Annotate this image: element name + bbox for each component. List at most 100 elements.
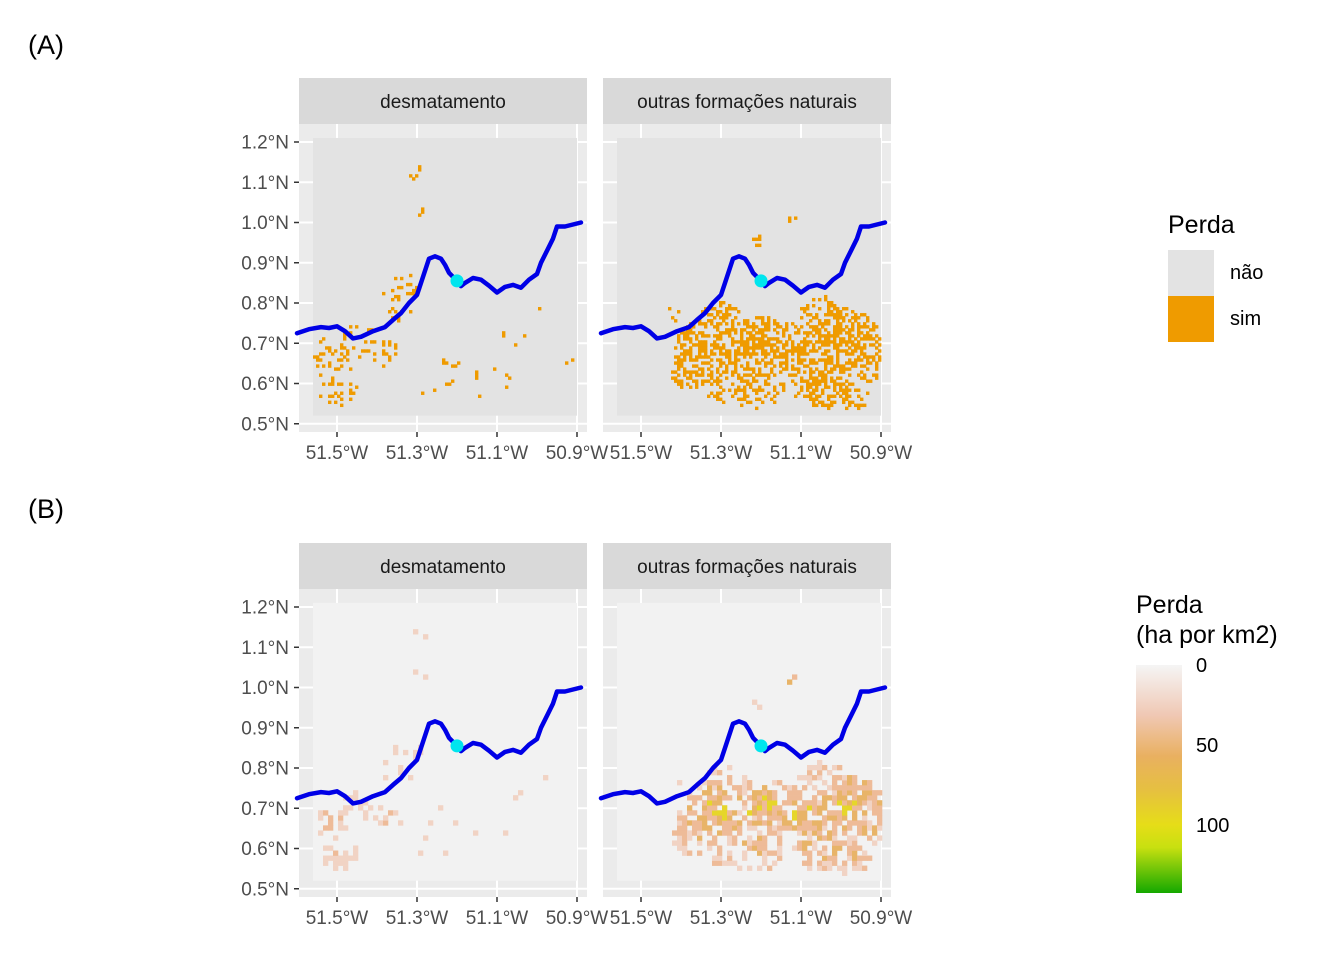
loss-cell — [845, 379, 849, 383]
loss-cell — [707, 334, 711, 338]
loss-cell — [383, 759, 389, 766]
loss-cell — [701, 373, 705, 377]
loss-cell — [782, 820, 788, 826]
loss-cell — [393, 810, 399, 816]
loss-cell — [794, 216, 798, 220]
loss-cell — [727, 830, 733, 836]
loss-cell — [697, 830, 703, 836]
loss-cell — [785, 340, 789, 344]
loss-cell — [340, 382, 344, 386]
loss-cell — [746, 322, 750, 326]
loss-cell — [839, 394, 843, 398]
river-line — [598, 685, 888, 806]
loss-cell — [752, 340, 756, 344]
loss-cell — [821, 340, 825, 344]
loss-cell — [737, 340, 741, 344]
loss-cell — [743, 340, 747, 344]
loss-cell — [773, 400, 777, 405]
loss-cell — [824, 367, 828, 371]
loss-cell — [837, 815, 843, 821]
loss-cell — [802, 820, 808, 826]
loss-cell — [827, 865, 833, 871]
loss-cell — [364, 349, 368, 353]
loss-cell — [716, 334, 720, 338]
loss-cell — [689, 355, 693, 359]
loss-cell — [403, 749, 409, 756]
loss-cell — [710, 391, 714, 395]
loss-cell — [803, 343, 807, 347]
loss-cell — [692, 331, 696, 335]
loss-cell — [847, 785, 853, 791]
loss-cell — [698, 373, 702, 377]
loss-cell — [848, 361, 852, 365]
loss-cell — [725, 310, 729, 314]
loss-cell — [328, 349, 332, 353]
loss-cell — [815, 313, 819, 317]
loss-cell — [725, 307, 729, 311]
loss-cell — [847, 855, 853, 861]
loss-cell — [764, 349, 768, 353]
loss-cell — [827, 397, 831, 402]
loss-cell — [792, 800, 798, 806]
loss-cell — [758, 361, 762, 365]
loss-cell — [854, 388, 858, 392]
loss-cell — [752, 699, 758, 705]
loss-cell — [824, 349, 828, 353]
loss-cell — [677, 361, 681, 365]
loss-cell — [822, 865, 828, 871]
loss-cell — [839, 331, 843, 335]
loss-cell — [836, 316, 840, 320]
loss-cell — [722, 795, 728, 801]
loss-cell — [722, 300, 726, 305]
loss-cell — [845, 313, 849, 317]
loss-cell — [872, 337, 876, 341]
loss-cell — [867, 780, 873, 786]
loss-cell — [867, 855, 873, 861]
loss-cell — [830, 300, 834, 305]
loss-cell — [767, 328, 771, 332]
loss-cell — [701, 322, 705, 326]
loss-cell — [692, 820, 698, 826]
loss-cell — [672, 830, 678, 836]
facet-strip-label: outras formações naturais — [637, 557, 857, 578]
loss-cell — [343, 850, 349, 856]
loss-cell — [737, 322, 741, 326]
loss-cell — [707, 394, 711, 398]
loss-cell — [787, 800, 793, 806]
loss-cell — [851, 343, 855, 347]
loss-cell — [710, 352, 714, 356]
loss-cell — [695, 343, 699, 347]
loss-cell — [762, 810, 768, 816]
loss-cell — [851, 322, 855, 326]
loss-cell — [764, 325, 768, 329]
loss-cell — [707, 840, 713, 846]
loss-cell — [842, 349, 846, 353]
loss-cell — [821, 322, 825, 326]
loss-cell — [875, 376, 879, 380]
loss-cell — [722, 388, 726, 392]
loss-cell — [857, 325, 861, 329]
loss-cell — [848, 373, 852, 377]
x-tick-label: 51.1°W — [466, 908, 529, 929]
loss-cell — [812, 775, 818, 781]
loss-cell — [409, 310, 413, 314]
loss-cell — [857, 334, 861, 338]
loss-cell — [866, 391, 870, 395]
loss-cell — [827, 343, 831, 347]
loss-cell — [737, 388, 741, 392]
loss-cell — [839, 310, 843, 314]
loss-cell — [777, 855, 783, 861]
loss-cell — [734, 328, 738, 332]
loss-cell — [571, 358, 575, 362]
loss-cell — [757, 795, 763, 801]
loss-cell — [848, 328, 852, 332]
loss-cell — [704, 379, 708, 383]
loss-cell — [832, 820, 838, 826]
loss-cell — [323, 810, 329, 816]
loss-cell — [797, 790, 803, 796]
loss-cell — [809, 340, 813, 344]
loss-cell — [802, 800, 808, 806]
loss-cell — [797, 825, 803, 831]
loss-cell — [782, 343, 786, 347]
loss-cell — [717, 855, 723, 861]
